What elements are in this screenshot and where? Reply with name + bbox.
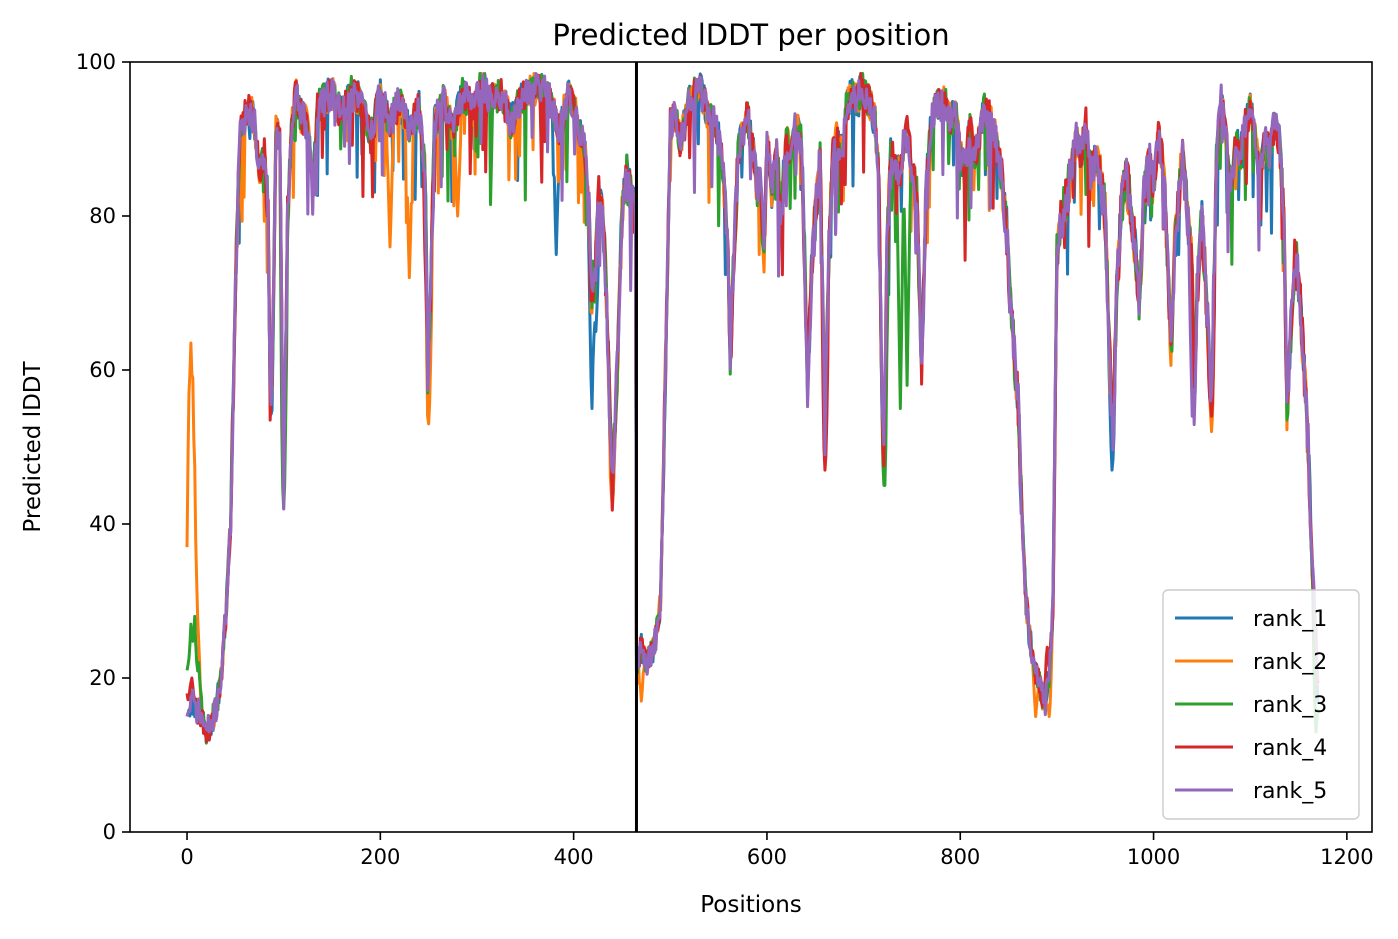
x-tick-label: 1000 [1127,845,1180,869]
chart-title: Predicted lDDT per position [552,18,949,52]
y-tick-label: 20 [89,666,116,690]
x-axis: 0 200 400 600 800 1000 1200 [180,832,1374,869]
x-tick-label: 1200 [1320,845,1373,869]
legend-label-rank-3: rank_3 [1253,693,1327,718]
y-tick-label: 80 [89,204,116,228]
x-tick-label: 600 [747,845,787,869]
x-tick-label: 800 [940,845,980,869]
y-tick-label: 0 [103,820,116,844]
legend-label-rank-5: rank_5 [1253,779,1327,804]
y-axis: 0 20 40 60 80 100 [76,50,130,844]
y-tick-label: 60 [89,358,116,382]
series-group [185,72,1320,745]
legend: rank_1 rank_2 rank_3 rank_4 rank_5 [1162,589,1360,820]
plot-frame [129,61,1373,833]
x-axis-label: Positions [700,892,802,918]
y-axis-label: Predicted lDDT [20,360,46,532]
x-tick-label: 400 [554,845,594,869]
legend-box [1162,589,1360,820]
x-tick-label: 0 [180,845,193,869]
legend-label-rank-2: rank_2 [1253,650,1327,675]
y-tick-label: 100 [76,50,116,74]
legend-label-rank-4: rank_4 [1253,736,1327,761]
x-tick-label: 200 [360,845,400,869]
legend-label-rank-1: rank_1 [1253,607,1327,632]
y-tick-label: 40 [89,512,116,536]
series-line-rank-5 [185,72,1320,734]
